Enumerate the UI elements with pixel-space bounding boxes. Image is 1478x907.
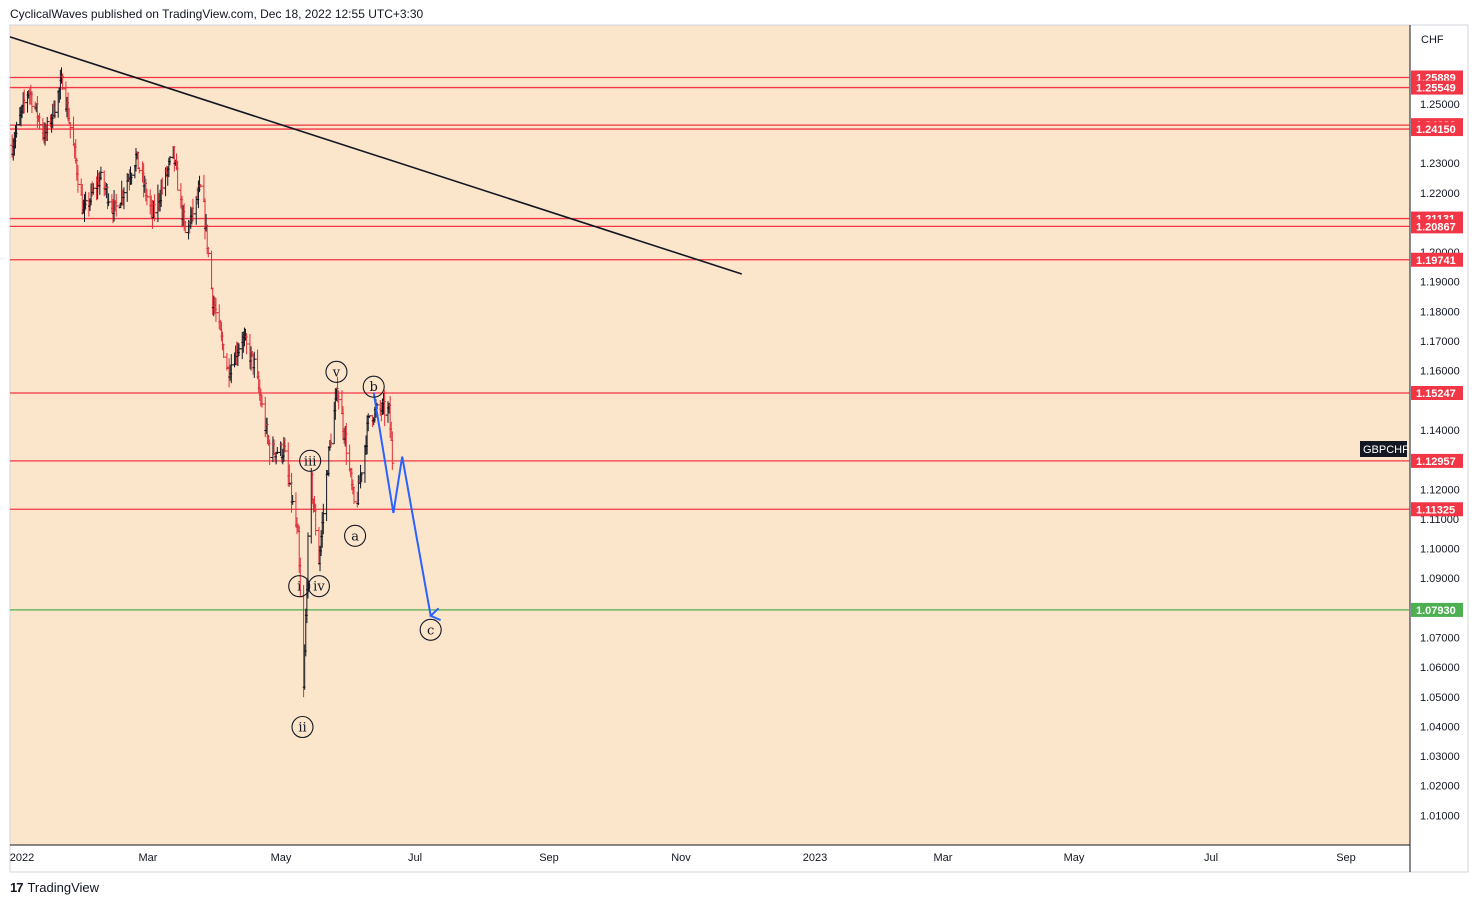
x-tick-label: Sep: [539, 852, 559, 864]
x-tick-label: 2023: [803, 852, 827, 864]
y-tick-label: 1.18000: [1420, 306, 1460, 318]
price-level-tag-bg: [1411, 453, 1463, 468]
y-tick-label: 1.02000: [1420, 781, 1460, 793]
wave-label-circle: [419, 618, 442, 641]
chart-svg[interactable]: iiiiiiivvabcCHF1.010001.020001.030001.04…: [0, 0, 1478, 880]
plot-background: [10, 25, 1410, 845]
price-level-tag-text: 1.19741: [1416, 255, 1456, 267]
wave-label-circle: [362, 375, 385, 398]
price-level-tag-text: 1.12957: [1416, 456, 1456, 468]
wave-label-circle: [288, 575, 311, 598]
price-level-tag-bg: [1411, 385, 1463, 400]
currency-label: CHF: [1421, 34, 1444, 46]
y-tick-label: 1.05000: [1420, 692, 1460, 704]
price-level-tag-text: 1.07930: [1416, 605, 1456, 617]
x-tick-label: Jul: [1204, 852, 1218, 864]
wave-label: i: [288, 575, 311, 598]
y-tick-label: 1.11000: [1420, 514, 1459, 526]
wave-label-text: c: [427, 623, 434, 638]
wave-label: ii: [291, 715, 314, 739]
y-tick-label: 1.22000: [1420, 188, 1460, 200]
price-level-tag: 1.25549: [1411, 80, 1463, 95]
y-tick-label: 1.25000: [1420, 99, 1460, 111]
price-level-tag-bg: [1411, 122, 1463, 137]
y-tick-label: 1.07000: [1420, 632, 1460, 644]
price-level-tag: 1.11325: [1411, 502, 1463, 517]
wave-label-circle: [344, 524, 367, 547]
wave-label: v: [325, 360, 348, 383]
wave-label-text: ii: [298, 721, 306, 736]
wave-projection-path: [372, 392, 442, 622]
price-level-tag: 1.07930: [1411, 602, 1463, 617]
price-level-tag-bg: [1411, 502, 1463, 517]
brand-label: TradingView: [27, 880, 100, 895]
wave-label-text: i: [297, 580, 301, 595]
price-level-tag-bg: [1411, 252, 1463, 267]
y-tick-label: 1.03000: [1420, 751, 1460, 763]
x-tick-label: Mar: [934, 852, 953, 864]
price-level-tag: 1.19741: [1411, 252, 1463, 267]
price-level-tag-text: 1.25549: [1416, 83, 1456, 95]
y-tick-label: 1.01000: [1420, 810, 1460, 822]
symbol-tag: GBPCHF: [1360, 441, 1409, 457]
y-tick-label: 1.10000: [1420, 544, 1460, 556]
symbol-tag-text: GBPCHF: [1363, 444, 1409, 456]
wave-label-circle: [299, 449, 322, 472]
wave-label-text: v: [332, 365, 341, 380]
wave-label: c: [419, 618, 442, 641]
price-level-tag-bg: [1411, 80, 1463, 95]
symbol-tag-bg: [1360, 441, 1407, 457]
y-tick-label: 1.17000: [1420, 336, 1460, 348]
x-tick-label: Mar: [139, 852, 158, 864]
y-tick-label: 1.14000: [1420, 425, 1460, 437]
ohlc-bars: [10, 67, 395, 698]
y-tick-label: 1.16000: [1420, 366, 1460, 378]
price-level-tag: 1.12957: [1411, 453, 1463, 468]
y-tick-label: 1.09000: [1420, 573, 1460, 585]
price-level-tag-text: 1.20867: [1416, 221, 1456, 233]
wave-label-text: iii: [304, 454, 316, 469]
price-level-tag-text: 1.24150: [1416, 124, 1456, 136]
y-tick-label: 1.19000: [1420, 277, 1460, 289]
y-tick-label: 1.06000: [1420, 662, 1460, 674]
y-tick-label: 1.23000: [1420, 158, 1460, 170]
price-level-tag: 1.15247: [1411, 385, 1463, 400]
x-tick-label: May: [1064, 852, 1085, 864]
y-tick-label: 1.04000: [1420, 721, 1460, 733]
tradingview-logo-icon: 17: [10, 880, 24, 895]
wave-label: a: [344, 524, 367, 547]
x-tick-label: Jul: [408, 852, 422, 864]
price-level-tag-text: 1.11325: [1416, 504, 1455, 516]
price-chart[interactable]: i ii iii iv v a b c CHF 1.01000 1.02000 1.03000 1.04…: [0, 0, 1478, 885]
wave-label-text: iv: [313, 580, 325, 595]
wave-label-text: a: [351, 529, 359, 544]
price-level-tag-text: 1.15247: [1416, 388, 1456, 400]
price-level-tag-bg: [1411, 219, 1463, 234]
wave-label-circle: [325, 360, 348, 383]
ohlc-bar: [390, 431, 395, 470]
wave-label-text: b: [370, 380, 378, 395]
wave-label: iv: [307, 575, 330, 598]
footer-brand: 17 TradingView: [10, 880, 99, 895]
chart-frame: [9, 24, 1469, 873]
x-tick-label: May: [271, 852, 292, 864]
price-level-tag: 1.24150: [1411, 122, 1463, 137]
price-level-tag: 1.20867: [1411, 219, 1463, 234]
wave-label: iii: [299, 449, 322, 472]
wave-label-circle: [291, 715, 314, 739]
x-tick-label: Sep: [1336, 852, 1356, 864]
publish-caption: CyclicalWaves published on TradingView.c…: [10, 7, 424, 21]
y-tick-label: 1.12000: [1420, 484, 1460, 496]
x-tick-label: Nov: [671, 852, 691, 864]
long-term-trendline: [9, 36, 743, 275]
wave-label: b: [362, 375, 385, 398]
wave-label-circle: [307, 575, 330, 598]
x-tick-label: 2022: [10, 852, 34, 864]
price-level-tag-bg: [1411, 602, 1463, 617]
